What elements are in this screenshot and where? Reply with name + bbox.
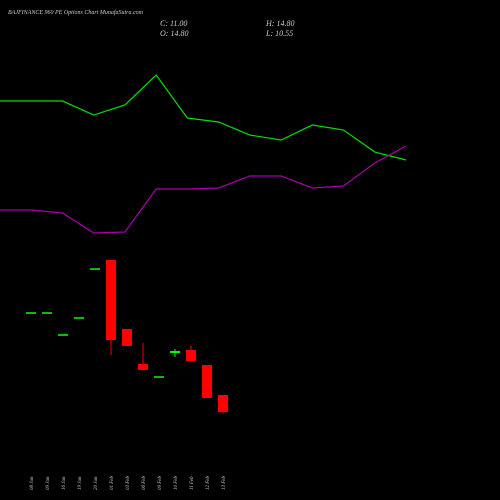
- close-label: C: 11.00: [160, 19, 187, 28]
- line-series: [0, 145, 407, 234]
- candle-body: [74, 317, 84, 319]
- candle-body: [202, 364, 212, 398]
- x-tick-label: 11 Feb: [190, 476, 195, 490]
- candle-body: [90, 268, 100, 270]
- x-tick-label: 10 Feb: [174, 475, 179, 490]
- candle-body: [106, 260, 116, 341]
- high-label: H: 14.80: [265, 19, 294, 28]
- candle-body: [218, 394, 228, 412]
- x-tick-label: 13 Feb: [222, 475, 227, 490]
- line-series: [0, 74, 407, 161]
- x-tick-label: 19 Jan: [78, 476, 83, 490]
- x-tick-label: 08 Jan: [30, 476, 35, 490]
- chart-title: BAJFINANCE 960 PE Options Chart MunafaSu…: [8, 9, 144, 16]
- open-label: O: 14.80: [160, 29, 188, 38]
- candle-body: [26, 312, 36, 314]
- x-tick-label: 09 Jan: [46, 476, 51, 490]
- x-tick-label: 09 Feb: [158, 475, 163, 490]
- x-tick-label: 20 Jan: [94, 476, 99, 490]
- candle-body: [138, 363, 148, 370]
- candle-body: [170, 351, 180, 353]
- candle-body: [42, 312, 52, 314]
- x-tick-label: 06 Feb: [142, 475, 147, 490]
- x-tick-label: 16 Jan: [62, 476, 67, 490]
- low-label: L: 10.55: [265, 29, 293, 38]
- x-tick-label: 03 Feb: [126, 475, 131, 490]
- candle-body: [122, 329, 132, 347]
- x-tick-label: 12 Feb: [206, 475, 211, 490]
- candle-body: [154, 376, 164, 378]
- x-tick-label: 01 Feb: [110, 475, 115, 490]
- candle-body: [58, 334, 68, 336]
- candle-body: [186, 349, 196, 361]
